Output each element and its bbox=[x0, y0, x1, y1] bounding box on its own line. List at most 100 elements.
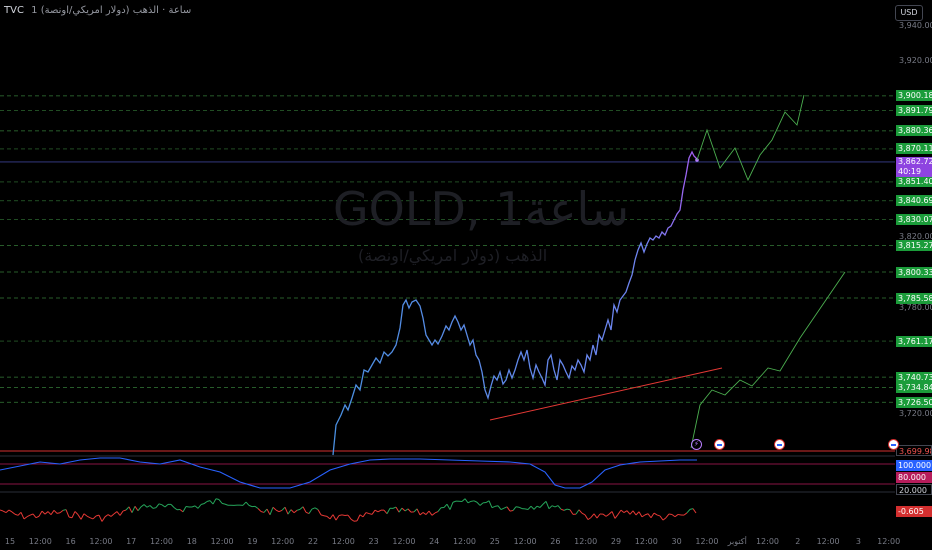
momentum-segment bbox=[374, 509, 379, 513]
momentum-segment bbox=[368, 513, 373, 515]
time-axis-label: 12:00 bbox=[513, 537, 537, 546]
momentum-segment bbox=[143, 504, 148, 508]
momentum-segment bbox=[647, 513, 652, 519]
momentum-segment bbox=[260, 511, 265, 513]
momentum-segment bbox=[662, 517, 667, 521]
level-price-tag: 3,800.330 bbox=[896, 266, 932, 278]
level-price-tag: 3,740.731 bbox=[896, 371, 932, 383]
momentum-segment bbox=[0, 509, 4, 512]
momentum-segment bbox=[197, 504, 202, 509]
momentum-segment bbox=[467, 500, 472, 504]
momentum-segment bbox=[494, 505, 499, 507]
momentum-segment bbox=[26, 514, 31, 518]
economic-event-icon[interactable] bbox=[888, 439, 899, 450]
momentum-segment bbox=[128, 506, 133, 513]
price-scale-label: 3,920.000 bbox=[899, 55, 932, 65]
projection-upper bbox=[696, 94, 805, 182]
economic-event-icon[interactable] bbox=[714, 439, 725, 450]
momentum-segment bbox=[644, 513, 649, 516]
momentum-segment bbox=[155, 503, 160, 509]
momentum-segment bbox=[554, 505, 559, 508]
main-chart[interactable] bbox=[0, 0, 895, 550]
momentum-segment bbox=[50, 510, 55, 515]
momentum-segment bbox=[80, 513, 85, 520]
momentum-segment bbox=[434, 511, 439, 514]
time-axis-label: 24 bbox=[429, 537, 440, 546]
momentum-segment bbox=[473, 500, 478, 503]
momentum-segment bbox=[404, 508, 409, 512]
momentum-segment bbox=[530, 505, 535, 510]
momentum-segment bbox=[551, 505, 556, 508]
momentum-segment bbox=[587, 517, 592, 521]
momentum-segment bbox=[101, 516, 106, 522]
momentum-tag: -0.605 bbox=[896, 506, 932, 517]
momentum-segment bbox=[611, 511, 616, 519]
momentum-segment bbox=[341, 514, 346, 516]
momentum-segment bbox=[200, 503, 205, 505]
momentum-segment bbox=[620, 509, 625, 513]
momentum-segment bbox=[182, 506, 187, 513]
momentum-segment bbox=[419, 512, 424, 516]
momentum-segment bbox=[194, 505, 199, 509]
momentum-segment bbox=[65, 509, 70, 518]
momentum-segment bbox=[8, 509, 13, 513]
time-axis-label: أكتوبر bbox=[727, 537, 747, 546]
momentum-segment bbox=[674, 514, 679, 518]
price-scale-label: 3,820.000 bbox=[899, 232, 932, 242]
momentum-segment bbox=[131, 506, 136, 513]
level-price-tag: 3,785.584 bbox=[896, 292, 932, 304]
momentum-segment bbox=[11, 511, 16, 515]
timeframe: 1 bbox=[31, 5, 38, 16]
momentum-segment bbox=[41, 510, 46, 515]
momentum-segment bbox=[635, 511, 640, 516]
momentum-segment bbox=[110, 513, 115, 517]
level-price-tag: 3,891.797 bbox=[896, 105, 932, 117]
momentum-segment bbox=[242, 501, 247, 506]
time-axis-label: 22 bbox=[307, 537, 319, 546]
red-level-tag: 3,699.984 bbox=[896, 445, 932, 456]
momentum-segment bbox=[629, 510, 634, 515]
momentum-segment bbox=[95, 514, 100, 517]
momentum-segment bbox=[566, 508, 571, 511]
momentum-segment bbox=[614, 514, 619, 519]
momentum-segment bbox=[539, 503, 544, 508]
momentum-segment bbox=[224, 503, 229, 506]
momentum-segment bbox=[605, 513, 610, 517]
currency-button[interactable]: USD bbox=[895, 5, 923, 21]
momentum-segment bbox=[398, 507, 403, 513]
momentum-segment bbox=[632, 510, 637, 516]
symbol-title: ساعة · الذهب (دولار امريكي/اونصة) bbox=[40, 5, 192, 16]
momentum-segment bbox=[668, 513, 673, 515]
momentum-segment bbox=[506, 506, 511, 512]
momentum-segment bbox=[470, 500, 475, 502]
momentum-segment bbox=[362, 512, 367, 518]
symbol-info[interactable]: TVC ساعة · الذهب (دولار امريكي/اونصة) 1 bbox=[4, 5, 191, 16]
momentum-segment bbox=[335, 515, 340, 521]
momentum-segment bbox=[296, 508, 301, 511]
momentum-segment bbox=[650, 512, 655, 519]
momentum-segment bbox=[32, 513, 37, 518]
time-axis-label: 18 bbox=[186, 537, 197, 546]
momentum-segment bbox=[596, 513, 601, 519]
momentum-segment bbox=[245, 501, 250, 506]
momentum-segment bbox=[560, 508, 565, 511]
time-axis-label: 12:00 bbox=[877, 537, 901, 546]
momentum-segment bbox=[509, 510, 514, 512]
momentum-segment bbox=[137, 506, 142, 512]
momentum-segment bbox=[464, 498, 469, 504]
momentum-segment bbox=[272, 506, 277, 511]
lightning-event-icon[interactable]: ⚡ bbox=[691, 439, 702, 450]
time-axis-label: 17 bbox=[126, 537, 137, 546]
momentum-segment bbox=[89, 517, 94, 520]
momentum-segment bbox=[338, 514, 343, 516]
momentum-segment bbox=[653, 512, 658, 516]
momentum-segment bbox=[203, 501, 208, 505]
momentum-segment bbox=[503, 506, 508, 509]
momentum-segment bbox=[437, 507, 442, 512]
economic-event-icon[interactable] bbox=[774, 439, 785, 450]
momentum-segment bbox=[446, 503, 451, 510]
bar-countdown: 40:19 bbox=[898, 167, 922, 176]
momentum-segment bbox=[161, 504, 166, 508]
momentum-segment bbox=[35, 515, 40, 519]
oscillator-tag-80: 80.000 bbox=[896, 472, 932, 483]
